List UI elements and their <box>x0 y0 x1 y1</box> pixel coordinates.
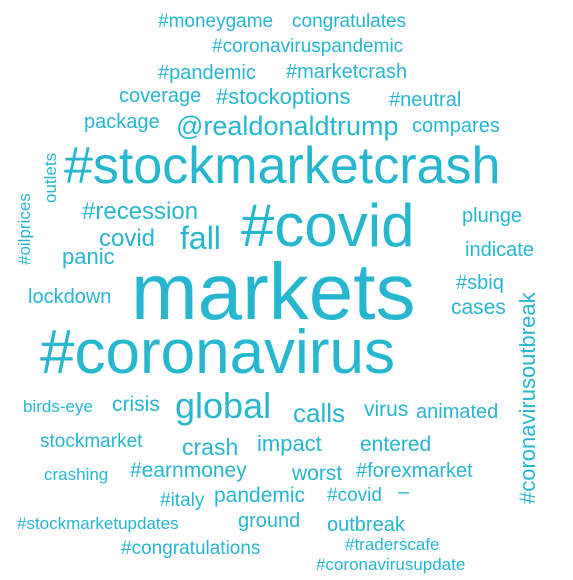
word: fall <box>180 220 221 256</box>
word: impact <box>257 431 322 456</box>
word: covid <box>99 225 156 252</box>
word: outbreak <box>327 514 405 536</box>
word: global <box>175 385 272 426</box>
word: #coronavirusupdate <box>316 555 466 574</box>
word: #recession <box>82 198 199 225</box>
word: crash <box>182 434 239 460</box>
word: #marketcrash <box>286 61 408 83</box>
word: #stockmarketupdates <box>17 514 179 533</box>
word: animated <box>416 401 499 423</box>
word: #traderscafe <box>345 535 440 554</box>
word: @realdonaldtrump <box>176 111 399 141</box>
word: panic <box>62 244 115 269</box>
word: #coronavirus <box>40 318 395 387</box>
word: virus <box>364 398 409 421</box>
word: birds-eye <box>23 397 93 416</box>
word: ground <box>238 510 301 532</box>
word: calls <box>293 398 346 428</box>
word: lockdown <box>28 286 112 308</box>
word: #moneygame <box>158 11 274 32</box>
word: #covid <box>241 192 415 259</box>
word: #sbiq <box>456 272 504 294</box>
word: #coronavirusoutbreak <box>515 292 540 504</box>
word: #italy <box>160 490 205 511</box>
word: #stockmarketcrash <box>64 137 501 195</box>
word: indicate <box>465 239 534 261</box>
word: #congratulations <box>121 538 261 559</box>
word: – <box>398 481 410 503</box>
word: #oilprices <box>15 193 34 265</box>
word: pandemic <box>214 484 306 507</box>
word: #forexmarket <box>356 460 473 482</box>
word: plunge <box>462 205 523 227</box>
word: #covid <box>327 485 382 506</box>
word: markets <box>131 247 416 336</box>
word: worst <box>292 462 343 485</box>
word: outlets <box>41 152 60 203</box>
word: crashing <box>44 465 109 484</box>
word: #earnmoney <box>130 459 247 482</box>
word: coverage <box>119 85 202 107</box>
word: stockmarket <box>40 431 143 452</box>
word: crisis <box>112 393 160 416</box>
word: #pandemic <box>158 62 256 84</box>
word: congratulates <box>292 11 407 32</box>
word: compares <box>412 115 500 137</box>
word: #neutral <box>389 89 462 111</box>
word: entered <box>360 433 432 456</box>
word: package <box>84 111 160 133</box>
word: cases <box>451 296 506 319</box>
word: #coronaviruspandemic <box>212 36 404 57</box>
word: #stockoptions <box>216 84 351 109</box>
